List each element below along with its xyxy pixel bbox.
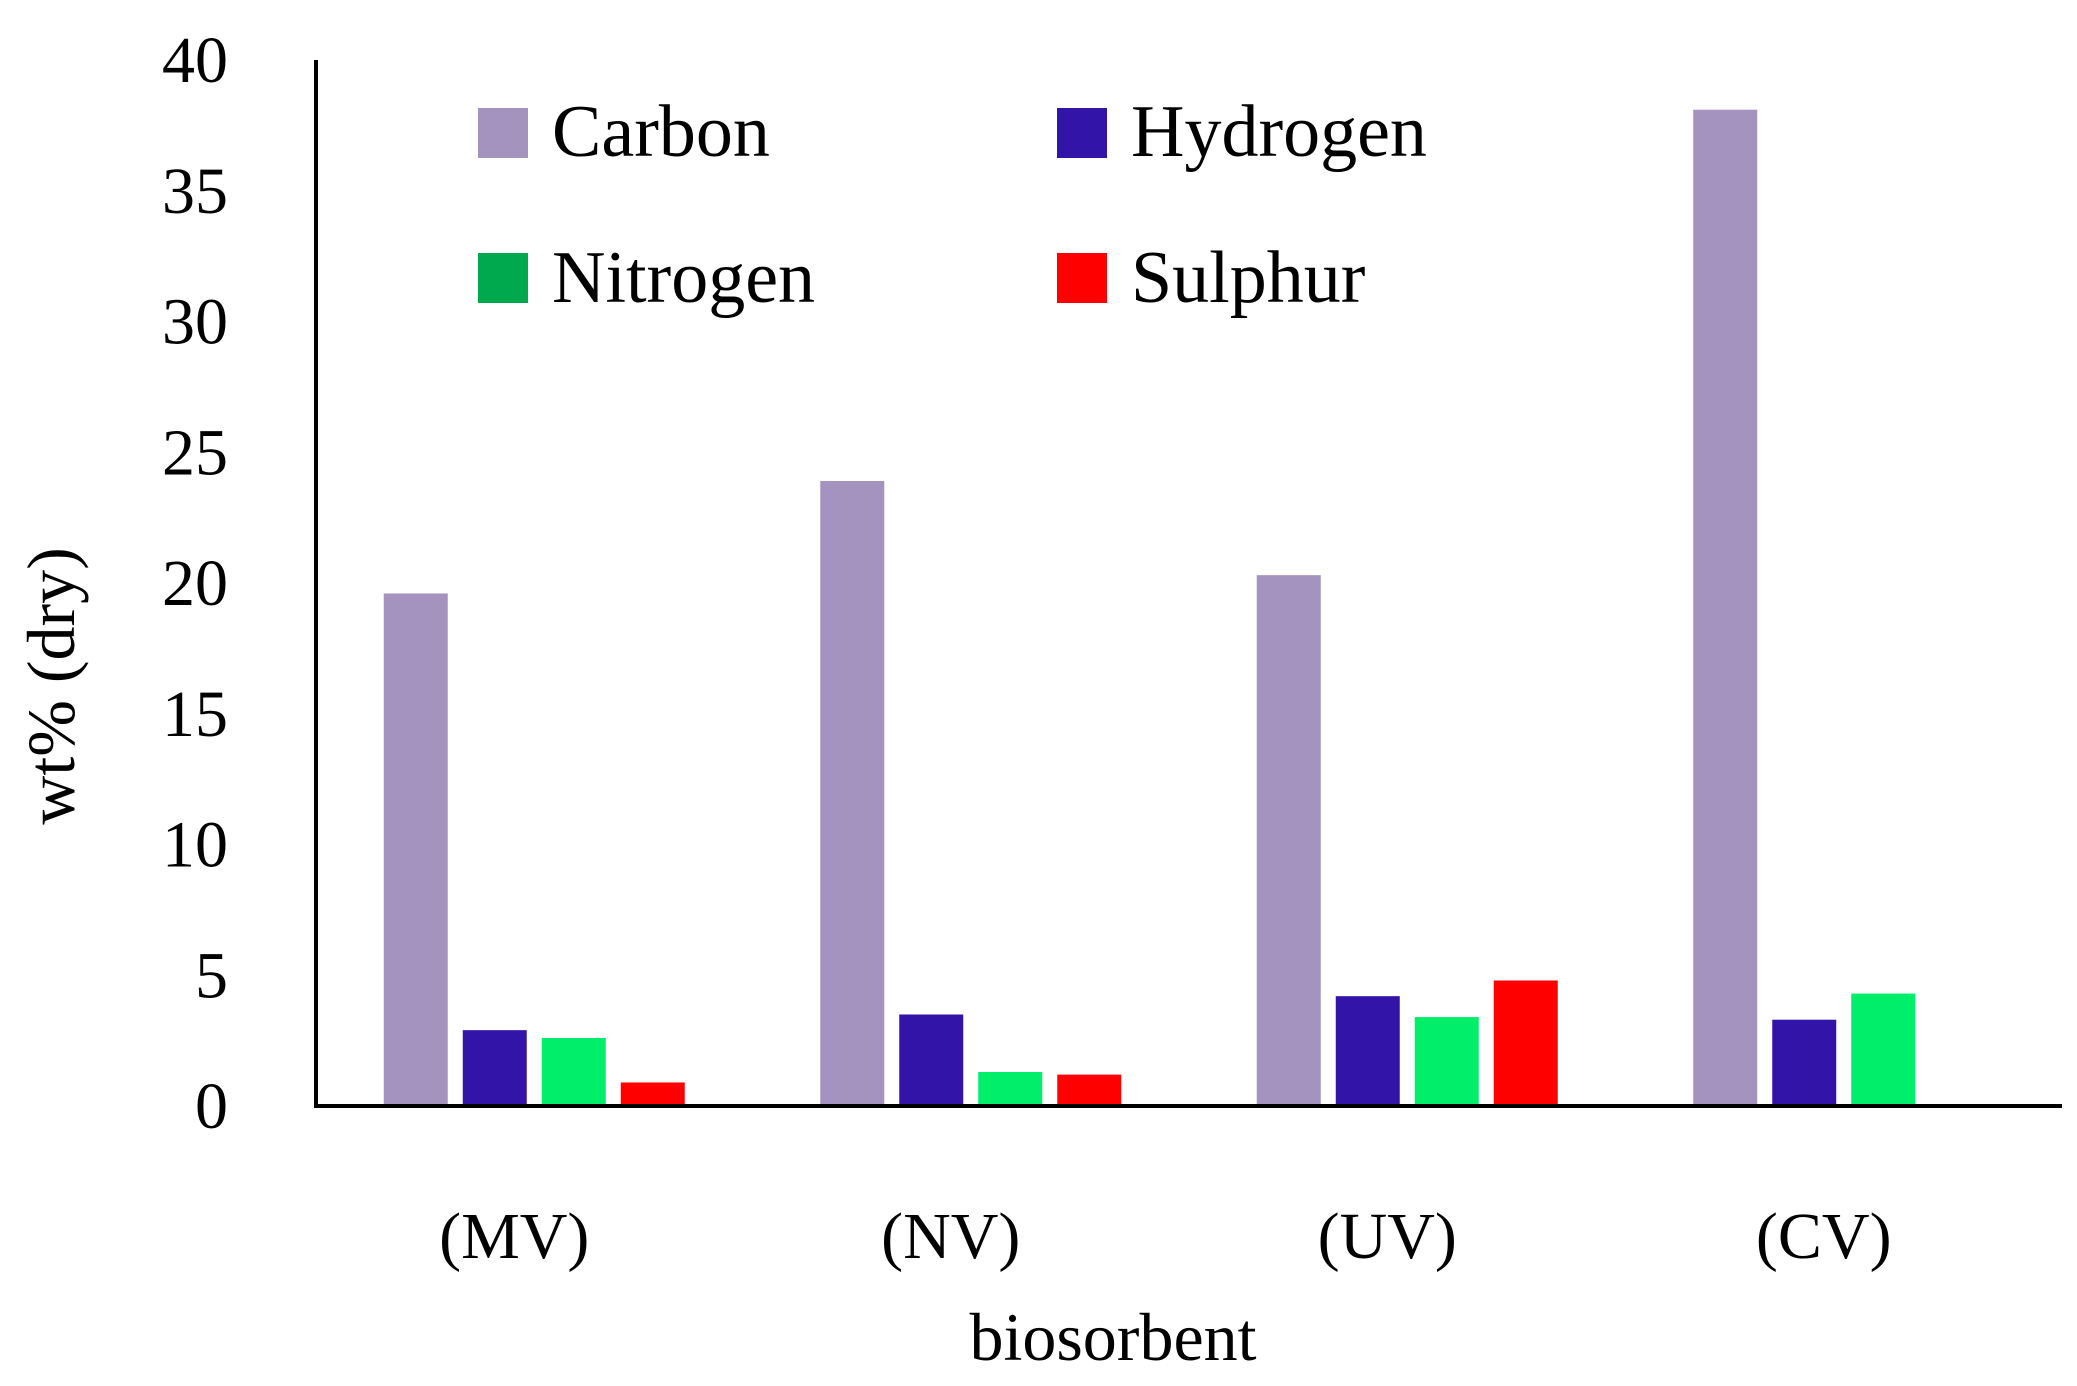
legend-item-carbon: Carbon bbox=[478, 91, 770, 173]
legend-swatch-carbon bbox=[478, 108, 528, 158]
bar-sulphur-mv bbox=[620, 1082, 685, 1106]
bar-sulphur-uv bbox=[1493, 980, 1558, 1106]
bars-layer bbox=[383, 109, 1916, 1106]
y-tick-label-10: 10 bbox=[162, 809, 228, 882]
legend-swatch-sulphur bbox=[1057, 253, 1107, 303]
y-tick-label-30: 30 bbox=[162, 286, 228, 359]
bar-nitrogen-nv bbox=[978, 1072, 1043, 1106]
category-label-cv: (CV) bbox=[1756, 1200, 1892, 1273]
y-tick-label-15: 15 bbox=[162, 678, 228, 751]
bar-nitrogen-uv bbox=[1414, 1017, 1479, 1106]
legend-label-hydrogen: Hydrogen bbox=[1131, 91, 1427, 173]
bar-nitrogen-cv bbox=[1851, 993, 1916, 1106]
category-label-nv: (NV) bbox=[881, 1200, 1020, 1273]
legend-label-carbon: Carbon bbox=[552, 91, 770, 173]
legend-item-nitrogen: Nitrogen bbox=[478, 237, 815, 319]
legend-swatch-hydrogen bbox=[1057, 108, 1107, 158]
y-tick-label-35: 35 bbox=[162, 155, 228, 228]
bar-hydrogen-mv bbox=[462, 1030, 527, 1106]
bar-nitrogen-mv bbox=[541, 1038, 606, 1106]
legend-item-sulphur: Sulphur bbox=[1057, 237, 1365, 319]
y-tick-labels: 0 5 10 15 20 25 30 35 40 bbox=[162, 24, 228, 1143]
category-label-uv: (UV) bbox=[1318, 1200, 1457, 1273]
bar-sulphur-nv bbox=[1057, 1074, 1122, 1106]
bar-carbon-cv bbox=[1693, 109, 1758, 1106]
y-tick-label-20: 20 bbox=[162, 547, 228, 620]
category-label-mv: (MV) bbox=[439, 1200, 589, 1273]
category-labels: (MV) (NV) (UV) (CV) bbox=[439, 1200, 1891, 1273]
bar-carbon-uv bbox=[1256, 575, 1321, 1106]
bar-hydrogen-cv bbox=[1772, 1019, 1837, 1106]
axes-layer bbox=[314, 60, 2062, 1108]
legend-item-hydrogen: Hydrogen bbox=[1057, 91, 1427, 173]
bar-hydrogen-uv bbox=[1335, 996, 1400, 1106]
y-tick-label-40: 40 bbox=[162, 24, 228, 97]
bar-hydrogen-nv bbox=[899, 1014, 964, 1106]
y-tick-label-25: 25 bbox=[162, 416, 228, 489]
legend: Carbon Hydrogen Nitrogen Sulphur bbox=[478, 91, 1427, 319]
y-axis-title: wt% (dry) bbox=[13, 547, 89, 825]
x-axis-title: biosorbent bbox=[969, 1299, 1256, 1375]
legend-label-sulphur: Sulphur bbox=[1131, 237, 1365, 319]
legend-swatch-nitrogen bbox=[478, 253, 528, 303]
y-tick-label-0: 0 bbox=[195, 1070, 228, 1143]
bar-carbon-nv bbox=[820, 481, 885, 1106]
y-tick-label-5: 5 bbox=[195, 939, 228, 1012]
legend-label-nitrogen: Nitrogen bbox=[552, 237, 815, 319]
bar-carbon-mv bbox=[383, 593, 448, 1106]
